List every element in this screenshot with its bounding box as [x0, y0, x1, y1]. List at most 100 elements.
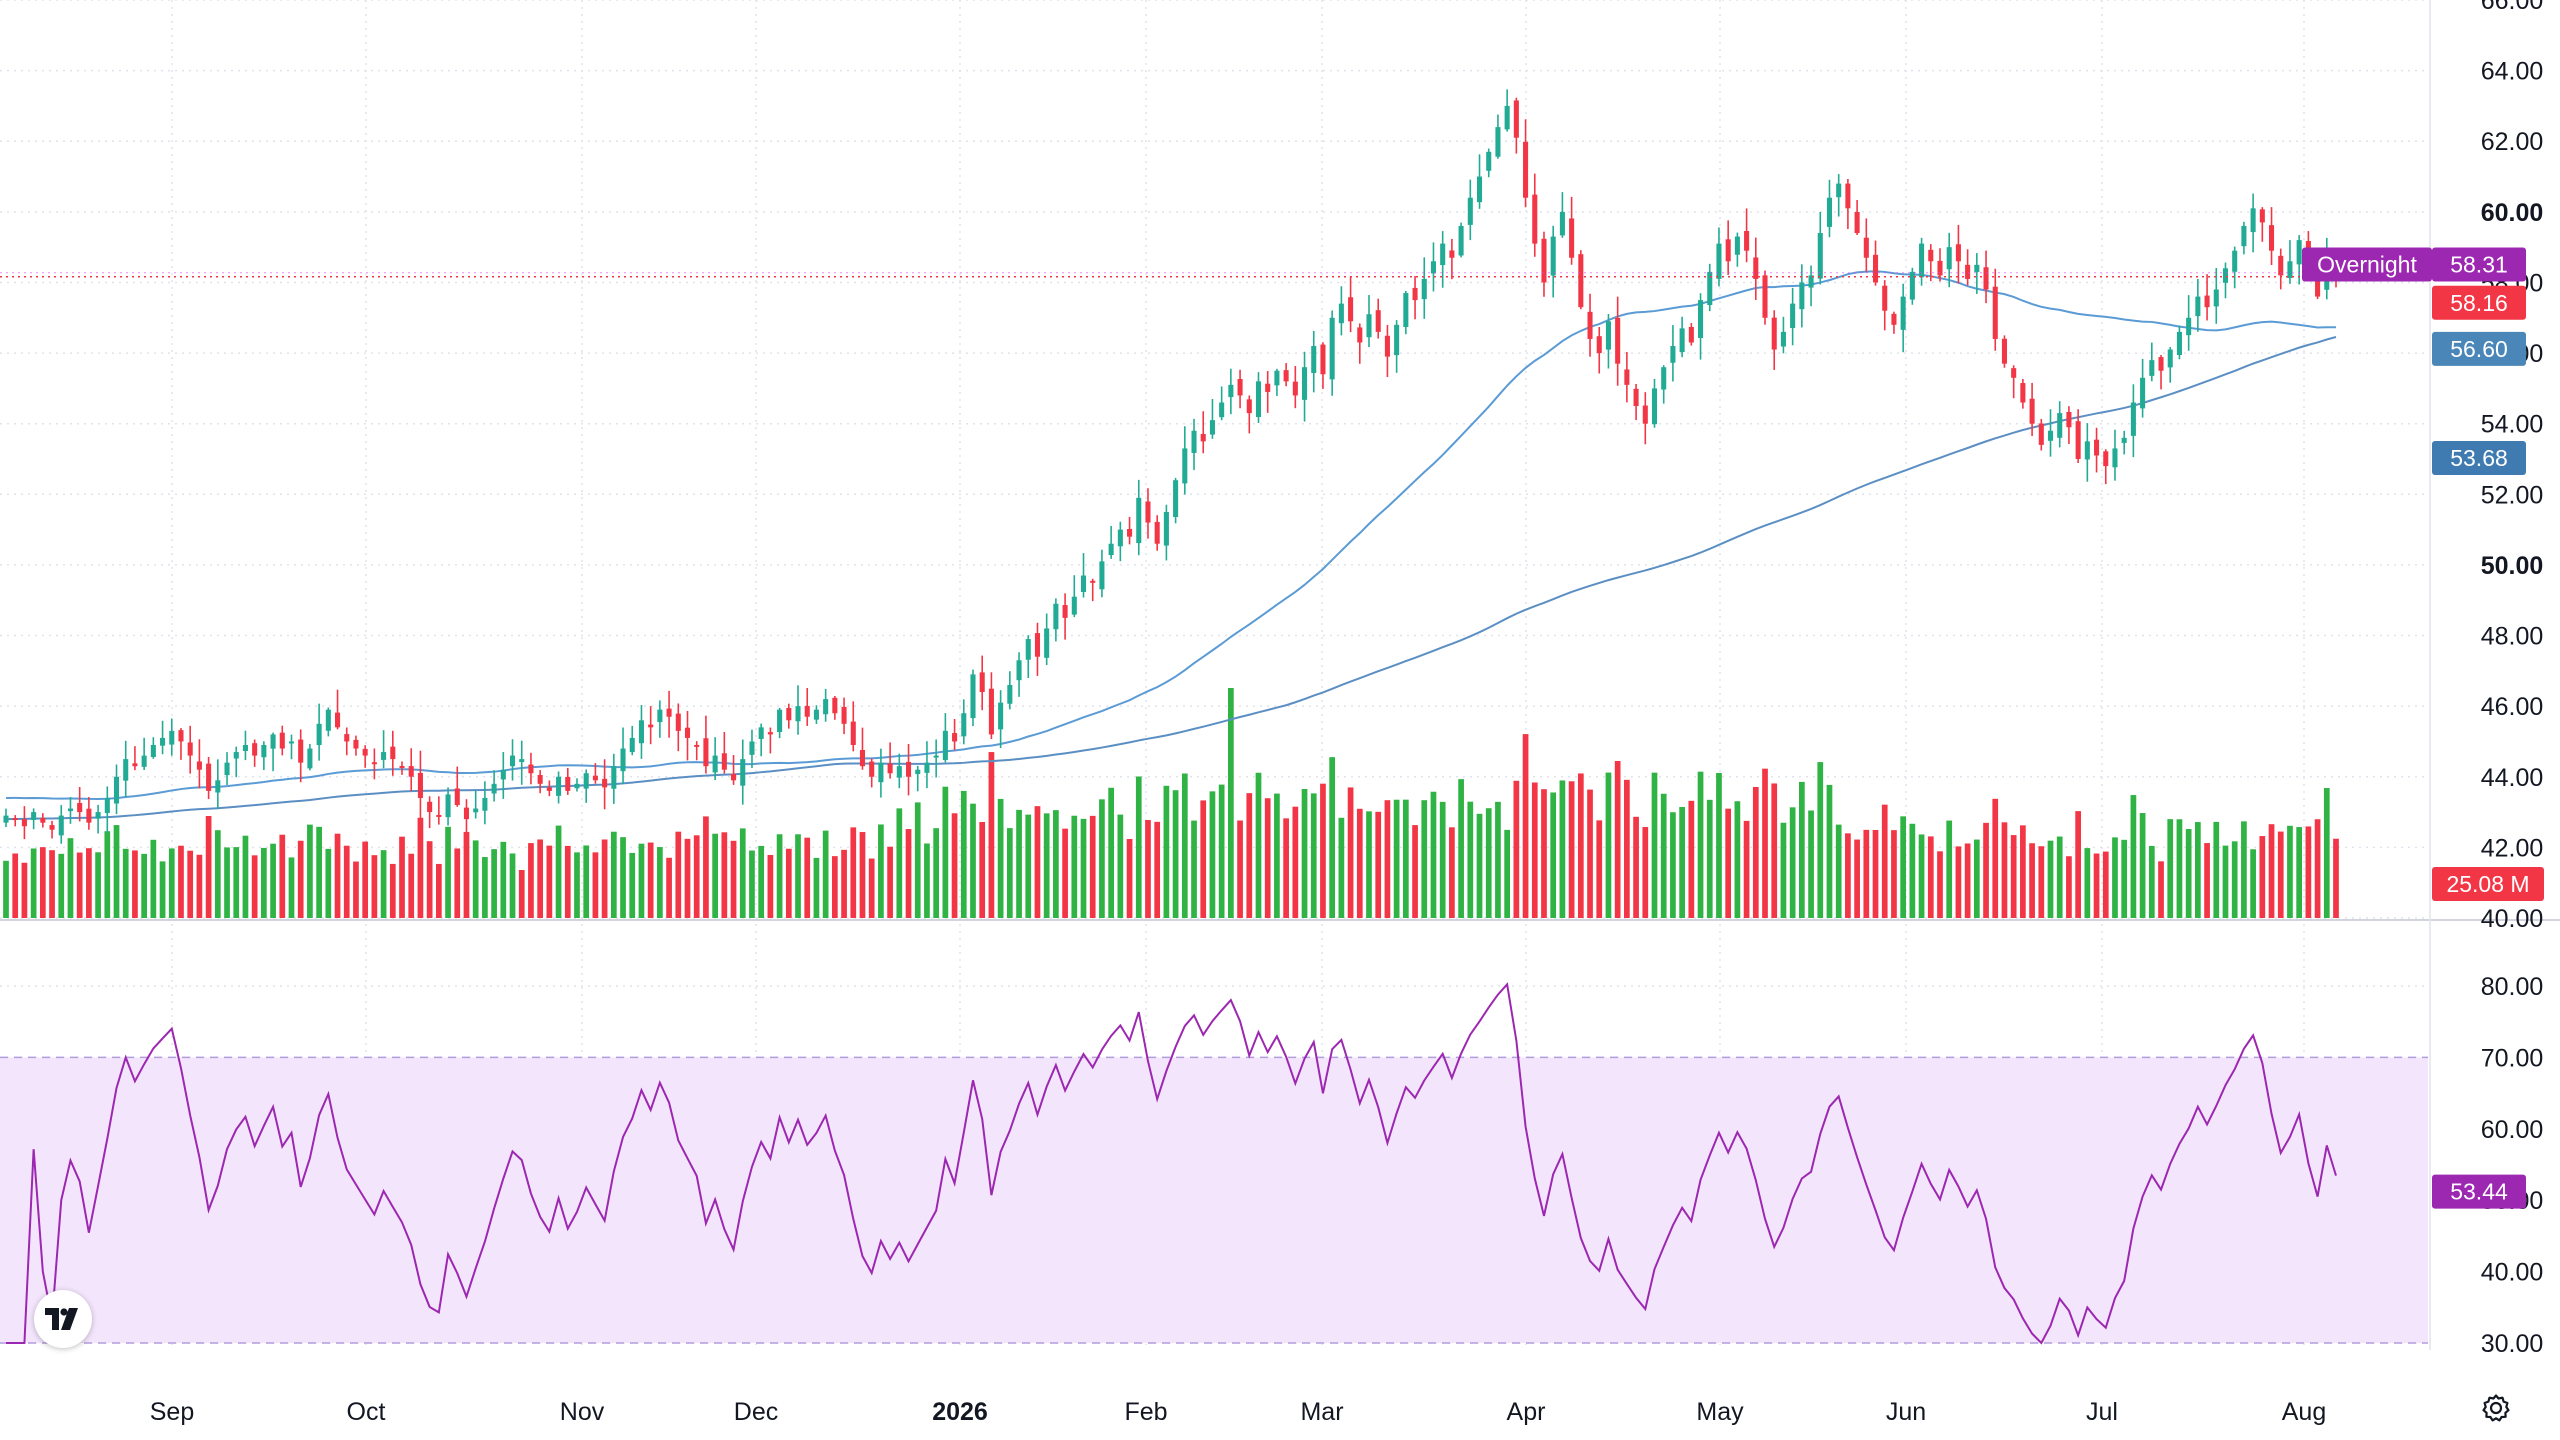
candle-body: [1532, 194, 1538, 244]
candle-body: [187, 742, 193, 756]
candle-body: [1136, 497, 1142, 544]
candle-body: [21, 819, 27, 827]
volume-bar: [518, 870, 525, 918]
candle-body: [1449, 250, 1455, 258]
candle-body: [325, 709, 331, 731]
gear-icon[interactable]: [2476, 1388, 2516, 1428]
volume-bar: [1992, 798, 1999, 918]
ma-fast-tag-text: 56.60: [2450, 336, 2508, 362]
volume-bar: [242, 835, 249, 918]
candle-body: [703, 738, 709, 767]
candle-body: [1163, 511, 1169, 546]
candle-body: [1624, 369, 1630, 385]
time-tick-label: Nov: [560, 1398, 605, 1426]
ma-fast-tag: [2432, 331, 2526, 366]
candle-body: [95, 812, 101, 819]
candle-body: [1265, 383, 1271, 392]
candle-body: [31, 812, 37, 820]
candle-body: [2250, 208, 2256, 233]
rsi-band-fill: [0, 1057, 2428, 1343]
candle-body: [924, 762, 930, 773]
candle-body: [1707, 271, 1713, 306]
candle-body: [2204, 295, 2210, 308]
candle-body: [1384, 335, 1390, 357]
volume-bar: [2139, 813, 2146, 918]
volume-bar: [1587, 789, 1593, 918]
candle-body: [684, 727, 691, 738]
candle-body: [307, 748, 313, 769]
candle-body: [1955, 244, 1961, 262]
candle-body: [1817, 233, 1823, 279]
candle-body: [261, 744, 267, 758]
volume-bar: [1845, 833, 1851, 918]
volume-bar: [1808, 810, 1814, 918]
volume-bar: [813, 857, 820, 918]
candle-body: [58, 815, 64, 836]
volume-bar: [1605, 772, 1612, 918]
candle-body: [896, 766, 902, 778]
candle-body: [233, 752, 239, 759]
volume-bar: [1531, 782, 1538, 918]
overnight-value-tag: [2432, 247, 2526, 282]
candle-body: [1826, 197, 1833, 227]
volume-bar: [1771, 783, 1778, 918]
price-tick-label: 40.00: [2481, 905, 2544, 933]
volume-bar: [389, 863, 396, 918]
volume-bar: [251, 855, 258, 918]
volume-bar: [1228, 688, 1234, 918]
candle-body: [1790, 303, 1796, 329]
volume-bar: [445, 826, 451, 918]
volume-bar: [1145, 820, 1151, 918]
candle-body: [2222, 268, 2229, 283]
volume-bar: [1927, 836, 1934, 918]
rsi-tick-label: 40.00: [2481, 1259, 2544, 1287]
volume-bar: [1522, 734, 1529, 918]
candle-body: [86, 808, 92, 823]
candle-body: [1357, 327, 1363, 343]
volume-bar: [1485, 808, 1492, 918]
price-tick-label: 44.00: [2481, 764, 2544, 792]
volume-bar: [353, 861, 359, 918]
candle-body: [2047, 430, 2054, 441]
candle-body: [758, 727, 764, 739]
volume-bar: [1135, 776, 1142, 918]
candle-body: [2020, 383, 2026, 403]
candle-body: [2195, 296, 2201, 317]
volume-bar: [1034, 806, 1041, 918]
time-tick-label: Apr: [1507, 1398, 1546, 1426]
candle-body: [2149, 360, 2155, 376]
candle-body: [150, 744, 156, 758]
volume-bar: [1706, 799, 1713, 918]
candle-body: [500, 769, 506, 780]
candle-body: [694, 744, 700, 747]
candle-body: [1900, 296, 1906, 330]
volume-bar: [1495, 801, 1501, 918]
candle-body: [2029, 398, 2035, 424]
candle-body: [970, 674, 976, 719]
volume-bar: [408, 853, 415, 918]
tradingview-logo-icon[interactable]: [34, 1290, 92, 1348]
volume-bar: [739, 828, 746, 918]
candle-body: [1375, 310, 1381, 332]
candle-body: [878, 762, 884, 783]
volume-bar: [1421, 800, 1428, 918]
candle-body: [491, 783, 497, 794]
volume-bar: [58, 853, 65, 918]
volume-bar: [1633, 816, 1639, 918]
candle-body: [2112, 448, 2118, 468]
time-tick-label: 2026: [932, 1398, 988, 1426]
candle-body: [1578, 254, 1584, 308]
candle-body: [2075, 421, 2081, 459]
volume-bar: [113, 825, 120, 918]
volume-bar: [122, 848, 129, 918]
volume-bar: [214, 830, 221, 918]
volume-bar: [1780, 822, 1787, 918]
volume-bar: [850, 827, 857, 918]
candle-body: [2167, 349, 2173, 368]
volume-bar: [629, 852, 636, 918]
volume-bar: [647, 842, 654, 918]
candle-body: [1071, 596, 1077, 615]
candle-body: [583, 773, 589, 789]
